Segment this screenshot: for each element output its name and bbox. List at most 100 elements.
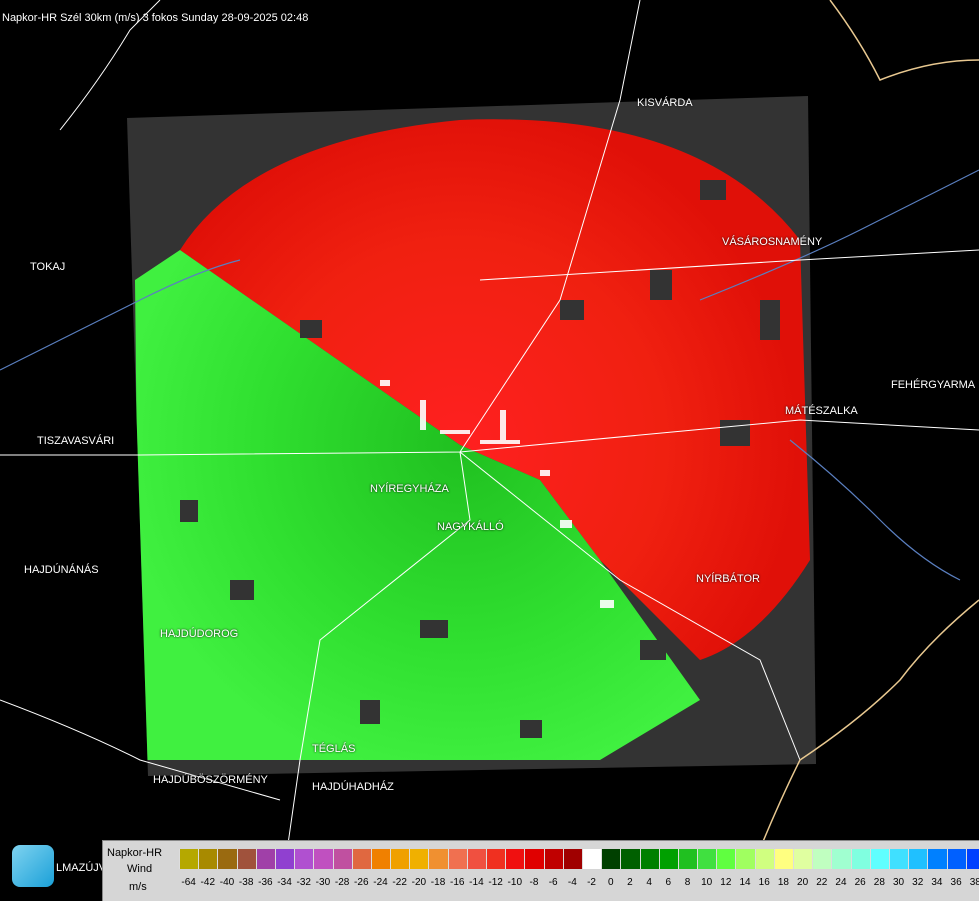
- legend-unit: m/s: [129, 881, 147, 893]
- legend-tick-label: 36: [950, 877, 962, 888]
- legend-tick-label: 10: [701, 877, 713, 888]
- city-label: HAJDÚDOROG: [160, 628, 239, 640]
- legend-title: Napkor-HR: [107, 847, 163, 859]
- legend-tick-label: 14: [739, 877, 751, 888]
- legend-tick-label: 16: [758, 877, 770, 888]
- legend-tick-label: -22: [392, 877, 407, 888]
- legend-swatch: [754, 849, 774, 869]
- city-label: VÁSÁROSNAMÉNY: [722, 236, 823, 248]
- legend-swatch: [927, 849, 947, 869]
- legend-swatch: [428, 849, 448, 869]
- legend-swatch: [332, 849, 352, 869]
- legend-swatch: [255, 849, 275, 869]
- red-echo-region: [180, 119, 810, 661]
- legend-tick-label: 38: [969, 877, 979, 888]
- city-label: TOKAJ: [30, 261, 66, 273]
- radar-coverage: [127, 96, 816, 776]
- legend-tick-label: -8: [529, 877, 539, 888]
- legend-swatch: [505, 849, 525, 869]
- legend-swatch: [869, 849, 889, 869]
- legend-swatch: [486, 849, 506, 869]
- legend-tick-label: 4: [646, 877, 652, 888]
- legend-tick-label: -34: [277, 877, 292, 888]
- legend-tick-label: 26: [854, 877, 866, 888]
- legend-swatch: [793, 849, 813, 869]
- city-label: HAJDÚHADHÁZ: [312, 781, 394, 793]
- legend-swatch: [697, 849, 717, 869]
- city-label: KISVÁRDA: [637, 97, 693, 109]
- legend-tick-label: -38: [238, 877, 254, 888]
- legend-tick-label: -32: [296, 877, 311, 888]
- legend-tick-label: -20: [411, 877, 427, 888]
- legend-swatch: [831, 849, 851, 869]
- legend-swatch: [217, 849, 237, 869]
- legend-subtitle: Wind: [127, 863, 153, 875]
- legend-swatch: [908, 849, 928, 869]
- legend-swatch: [409, 849, 429, 869]
- city-label: NAGYKÁLLÓ: [437, 521, 504, 533]
- legend-tick-label: 6: [665, 877, 672, 888]
- legend-tick-label: -26: [354, 877, 369, 888]
- legend-tick-label: -40: [219, 877, 235, 888]
- legend-swatch: [601, 849, 621, 869]
- legend-tick-label: -36: [258, 877, 273, 888]
- legend-swatch: [888, 849, 909, 869]
- legend-swatch: [658, 849, 678, 869]
- legend-swatch: [639, 849, 659, 869]
- legend-swatch: [812, 849, 832, 869]
- legend-swatch: [562, 849, 582, 869]
- napkor-logo-icon: [12, 845, 54, 887]
- legend-tick-label: 24: [835, 877, 847, 888]
- legend-tick-label: 0: [607, 877, 614, 888]
- legend-swatch: [370, 849, 391, 869]
- legend-swatch: [274, 849, 295, 869]
- legend-tick-label: 28: [873, 877, 885, 888]
- legend-swatch: [198, 849, 218, 869]
- legend-tick-label: 34: [931, 877, 943, 888]
- legend-tick-label: 2: [627, 877, 633, 888]
- legend-tick-label: -64: [181, 877, 196, 888]
- legend-tick-label: -4: [567, 877, 577, 888]
- legend-swatch: [716, 849, 736, 869]
- legend-swatches: [179, 849, 979, 869]
- legend-swatch: [581, 849, 602, 869]
- legend-swatch: [179, 849, 199, 869]
- legend-swatch: [620, 849, 640, 869]
- legend-swatch: [543, 849, 563, 869]
- legend-ticks: -64 -42 -40 -38 -36 -34 -32 -30 -28 -26 -24 -22 -20-…: [179, 877, 979, 891]
- legend-swatch: [313, 849, 333, 869]
- color-legend: Napkor-HR Wind m/s -64 -42 -40 -38 -36 -34 -32…: [102, 840, 979, 901]
- legend-tick-label: 30: [892, 877, 905, 888]
- legend-swatch: [773, 849, 793, 869]
- city-label: MÁTÉSZALKA: [785, 405, 858, 417]
- legend-tick-label: -18: [430, 877, 446, 888]
- city-label: FEHÉRGYARMA: [891, 379, 976, 391]
- legend-swatch: [850, 849, 870, 869]
- legend-tick-label: -14: [469, 877, 484, 888]
- legend-tick-label: -16: [449, 877, 465, 888]
- legend-tick-label: -30: [315, 877, 331, 888]
- legend-swatch: [946, 849, 966, 869]
- legend-swatch: [735, 849, 755, 869]
- green-echo-region: [135, 250, 700, 760]
- legend-tick-label: -12: [488, 877, 503, 888]
- legend-tick-label: 20: [797, 877, 809, 888]
- legend-tick-label: 12: [720, 877, 732, 888]
- legend-tick-label: -24: [373, 877, 388, 888]
- legend-tick-label: 8: [684, 877, 691, 888]
- legend-tick-label: 22: [816, 877, 828, 888]
- legend-swatch: [294, 849, 314, 869]
- city-label: HAJDÚBÖSZÖRMÉNY: [153, 774, 268, 786]
- legend-tick-label: -2: [587, 877, 596, 888]
- legend-swatch: [390, 849, 410, 869]
- city-label: HAJDÚNÁNÁS: [24, 564, 99, 576]
- legend-swatch: [447, 849, 467, 869]
- legend-swatch: [466, 849, 486, 869]
- city-label: TISZAVASVÁRI: [37, 435, 115, 447]
- legend-tick-label: -6: [548, 877, 558, 888]
- legend-tick-label: 32: [912, 877, 924, 888]
- city-label: NYÍRBÁTOR: [696, 573, 760, 585]
- legend-swatch: [351, 849, 371, 869]
- legend-tick-label: 18: [777, 877, 789, 888]
